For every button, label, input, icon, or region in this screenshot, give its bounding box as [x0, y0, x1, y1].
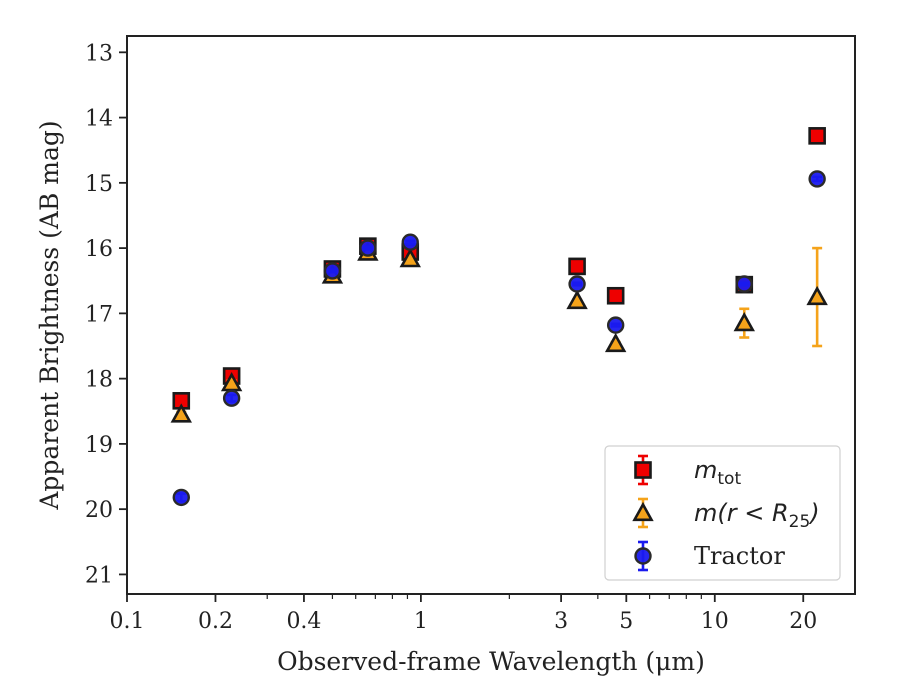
triangle-marker — [806, 285, 828, 306]
data-point — [568, 275, 586, 293]
circle-marker — [222, 389, 241, 407]
y-tick-label: 15 — [85, 172, 113, 197]
data-point — [733, 307, 755, 339]
plot-frame — [126, 35, 856, 595]
y-axis-label: Apparent Brightness (AB mag) — [35, 120, 64, 510]
x-tick-label: 0.2 — [198, 609, 233, 634]
x-tick-label: 0.1 — [110, 609, 145, 634]
y-tick-label: 13 — [85, 41, 113, 66]
x-tick-label: 10 — [701, 609, 729, 634]
data-point — [808, 170, 826, 188]
legend-entry: m(r < R25) — [632, 497, 820, 532]
data-point — [323, 262, 342, 280]
circle-marker — [359, 239, 377, 257]
circle-marker — [808, 170, 826, 188]
y-axis: 13 14 15 16 17 18 19 20 21 — [85, 41, 127, 588]
x-tick-label: 3 — [554, 609, 568, 634]
data-point — [604, 332, 627, 353]
x-tick-label: 1 — [414, 609, 428, 634]
data-point — [359, 239, 377, 257]
triangle-marker — [566, 289, 588, 310]
legend-label: m(r < R25) — [694, 499, 820, 532]
data-point — [808, 127, 826, 145]
y-tick-label: 20 — [85, 498, 113, 523]
circle-marker — [568, 275, 586, 293]
triangle-marker — [604, 332, 627, 353]
triangle-marker — [399, 248, 421, 268]
square-marker — [808, 127, 826, 145]
square-marker — [568, 257, 586, 276]
legend-entry: Tractor — [634, 540, 785, 572]
circle-marker — [735, 275, 753, 293]
data-point — [170, 403, 192, 423]
y-tick-label: 17 — [85, 302, 113, 327]
data-point — [606, 286, 625, 305]
data-point — [606, 316, 625, 334]
circle-marker — [606, 316, 625, 334]
data-point — [172, 488, 190, 507]
data-point — [399, 248, 421, 268]
data-points-layer — [170, 127, 828, 507]
data-point — [172, 392, 191, 410]
x-tick-label: 20 — [789, 609, 817, 634]
data-point — [401, 233, 419, 251]
legend-triangle-marker — [632, 501, 654, 522]
legend-box — [604, 445, 841, 581]
data-point — [568, 257, 586, 276]
data-point — [566, 289, 588, 310]
y-tick-label: 19 — [85, 433, 113, 458]
legend-label: Tractor — [694, 542, 785, 570]
x-axis: 0.1 0.2 0.4 1 3 5 10 20 — [110, 594, 817, 634]
y-tick-label: 16 — [85, 237, 113, 262]
legend-square-marker — [634, 461, 652, 479]
y-tick-label: 21 — [85, 563, 113, 588]
x-tick-label: 5 — [619, 609, 633, 634]
triangle-marker — [170, 403, 192, 423]
square-marker — [606, 286, 625, 305]
legend-entry: mtot — [634, 454, 741, 489]
x-axis-label: Observed-frame Wavelength (μm) — [277, 647, 705, 676]
legend-label: mtot — [694, 456, 741, 489]
circle-marker — [323, 262, 342, 280]
legend-circle-marker — [634, 547, 652, 565]
circle-marker — [401, 233, 419, 251]
data-point — [806, 246, 828, 348]
y-tick-label: 14 — [85, 107, 113, 132]
data-point — [222, 389, 241, 407]
x-tick-label: 0.4 — [286, 609, 321, 634]
circle-marker — [172, 488, 190, 507]
data-point — [735, 275, 753, 293]
triangle-marker — [733, 311, 755, 332]
legend: mtot m(r < R25) Tractor — [604, 445, 841, 581]
y-tick-label: 18 — [85, 368, 113, 393]
